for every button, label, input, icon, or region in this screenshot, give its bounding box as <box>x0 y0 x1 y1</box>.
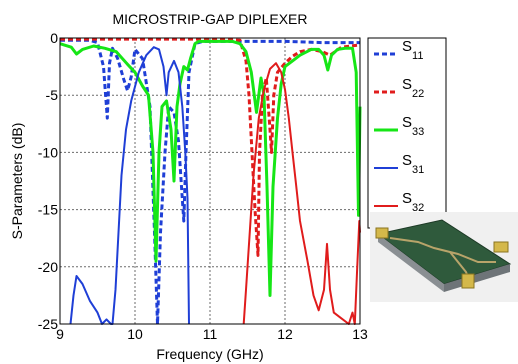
connector-port-2 <box>493 241 509 253</box>
y-tick-label: -15 <box>38 202 58 218</box>
series-line-s31 <box>69 46 190 325</box>
board-side-right <box>444 264 510 292</box>
series-line-s33 <box>59 39 362 297</box>
y-tick-label: -10 <box>38 144 58 160</box>
legend-label-s32: S32 <box>402 190 424 214</box>
grid <box>60 38 360 324</box>
x-tick-label: 10 <box>127 326 143 342</box>
tick-labels: 9 10 11 12 13 0 -5 -10 -15 -20 -25 <box>38 30 368 342</box>
x-axis-label: Frequency (GHz) <box>156 346 263 362</box>
x-tick-label: 13 <box>352 326 368 342</box>
y-tick-label: -25 <box>38 316 58 332</box>
plot-frame <box>59 37 361 325</box>
legend-box <box>367 37 447 229</box>
connector-port-1 <box>375 227 389 239</box>
y-tick-label: 0 <box>50 30 58 46</box>
legend-label-s33: S33 <box>402 114 424 138</box>
x-tick-label: 11 <box>203 326 218 342</box>
series-lines <box>59 37 362 326</box>
y-tick-label: -20 <box>38 259 58 275</box>
legend-label-s11: S11 <box>402 38 423 62</box>
chart-title: MICROSTRIP-GAP DIPLEXER <box>112 11 307 27</box>
y-tick-label: -5 <box>46 87 59 103</box>
legend: S11 S22 S33 S31 S32 <box>367 37 447 229</box>
microstrip-line <box>389 237 496 263</box>
diplexer-board-picture <box>370 212 518 302</box>
y-axis-label: S-Parameters (dB) <box>9 123 25 240</box>
connector-port-3 <box>461 273 475 289</box>
series-line-s22 <box>60 37 361 257</box>
legend-label-s31: S31 <box>402 152 424 176</box>
x-tick-label: 9 <box>56 326 64 342</box>
legend-label-s22: S22 <box>402 76 424 100</box>
board-side-left <box>378 234 444 292</box>
x-tick-label: 12 <box>277 326 293 342</box>
series-line-s32 <box>242 62 361 325</box>
